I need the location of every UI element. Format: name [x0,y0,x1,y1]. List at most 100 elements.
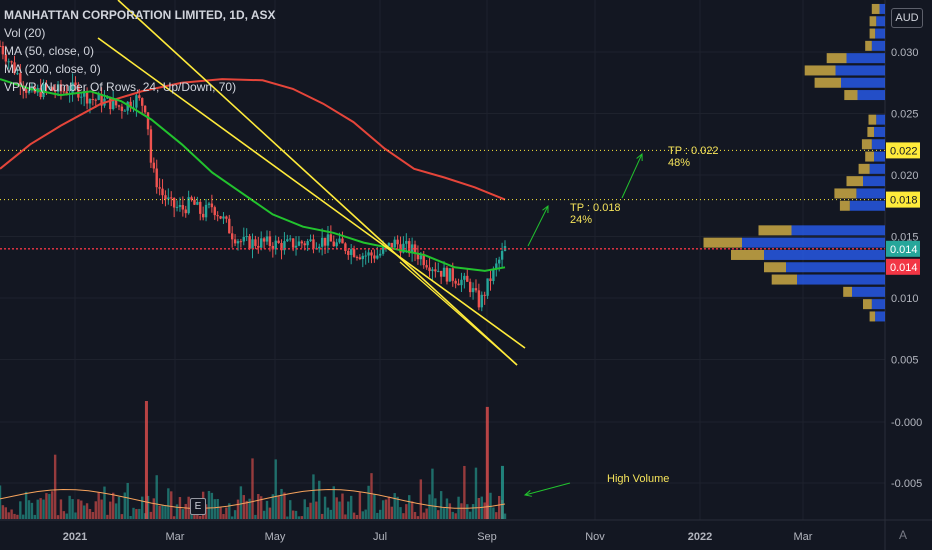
vp-up-bar [876,16,885,27]
candle-body [91,99,95,101]
volume-bar [474,467,478,519]
candle-body [344,243,347,251]
vp-up-bar [875,311,885,322]
volume-bar [297,516,301,519]
volume-bar [111,492,115,519]
candle-body [402,243,405,253]
candle-body [303,243,306,246]
candle-body [277,240,280,243]
candle-body [149,129,153,163]
candle-body [376,255,379,259]
legend-ma200[interactable]: MA (200, close, 0) [4,62,101,76]
auto-scale-icon[interactable]: A [899,528,908,542]
volume-bar [335,497,338,519]
volume-bar [352,512,356,519]
volume-bar [27,500,31,519]
volume-bar [254,514,257,519]
candle-body [445,267,449,282]
candle-body [393,239,396,248]
candle-body [1,45,5,55]
volume-bar [0,485,2,519]
candle-body [373,255,376,259]
candle-body [497,259,501,264]
currency-selector[interactable]: AUD [891,8,923,28]
volume-bar [355,514,359,519]
volume-bar [39,498,42,519]
candle-body [323,237,327,246]
candle-body [428,267,431,272]
legend-ma50[interactable]: MA (50, close, 0) [4,44,95,58]
candle-body [7,61,10,63]
volume-bar [80,500,83,519]
volume-bar [318,480,321,519]
volume-bar [442,508,446,519]
volume-bar [68,495,71,519]
price-label-bg [886,142,920,159]
vp-down-bar [863,299,872,310]
candle-body [123,110,126,112]
volume-bar [268,507,272,519]
indicator-legend: MANHATTAN CORPORATION LIMITED, 1D, ASX V… [4,6,276,96]
volume-bar [248,498,251,519]
volume-bar [320,513,324,519]
vp-down-bar [839,200,850,211]
volume-bar [184,503,187,519]
candle-body [193,199,196,205]
candle-body [422,255,425,266]
volume-bar [7,512,10,519]
candle-body [53,90,57,92]
candle-body [207,203,211,205]
volume-bar [387,496,391,519]
candle-body [42,84,45,98]
volume-bar [77,499,80,519]
vp-down-bar [867,126,874,137]
volume-bar [454,513,457,519]
volume-bar [338,501,341,519]
tp2-percent: 48% [668,157,691,169]
price-label: 0.018 [890,195,918,207]
volume-bar [65,513,68,519]
vp-up-bar [852,286,885,297]
vp-down-bar [869,28,876,39]
volume-bar [94,501,97,519]
vp-up-bar [835,65,885,76]
candle-body [318,246,321,249]
volume-bar [71,499,74,519]
volume-bar [181,509,185,519]
vp-up-bar [791,225,885,236]
volume-bar [286,516,289,519]
volume-bar [291,510,295,519]
volume-bar [138,508,141,519]
candle-body [500,250,504,260]
volume-bar [277,495,280,519]
volume-bar [361,511,364,519]
earnings-badge[interactable]: E [190,498,206,515]
legend-vol[interactable]: Vol (20) [4,26,46,40]
volume-bar [126,482,129,519]
legend-vpvr[interactable]: VPVR (Number Of Rows, 24, Up/Down, 70) [4,80,237,94]
volume-bar [329,509,333,519]
candle-body [117,105,121,107]
symbol-title[interactable]: MANHATTAN CORPORATION LIMITED, 1D, ASX [4,8,276,22]
x-tick-label: Mar [794,531,813,543]
volume-bar [155,475,158,519]
price-axis: 0.030 0.025 0.020 0.015 0.010 0.005 -0.000 -0.0… [886,47,922,490]
candle-body [100,94,103,106]
volume-bar [379,509,382,519]
volume-bar [100,499,103,519]
vp-up-bar [869,163,885,174]
volume-bar [204,504,208,519]
volume-bar [97,492,100,519]
volume-bar [4,507,8,519]
tp1-arrow [527,205,549,247]
volume-bar [239,486,243,519]
volume-bar [1,505,5,519]
x-tick-label: Sep [477,531,497,543]
volume-bar [439,491,443,519]
volume-bar [410,501,414,519]
volume-bar [146,495,150,519]
volume-bar [428,494,431,519]
vp-down-bar [843,286,852,297]
volume-profile [703,3,885,322]
